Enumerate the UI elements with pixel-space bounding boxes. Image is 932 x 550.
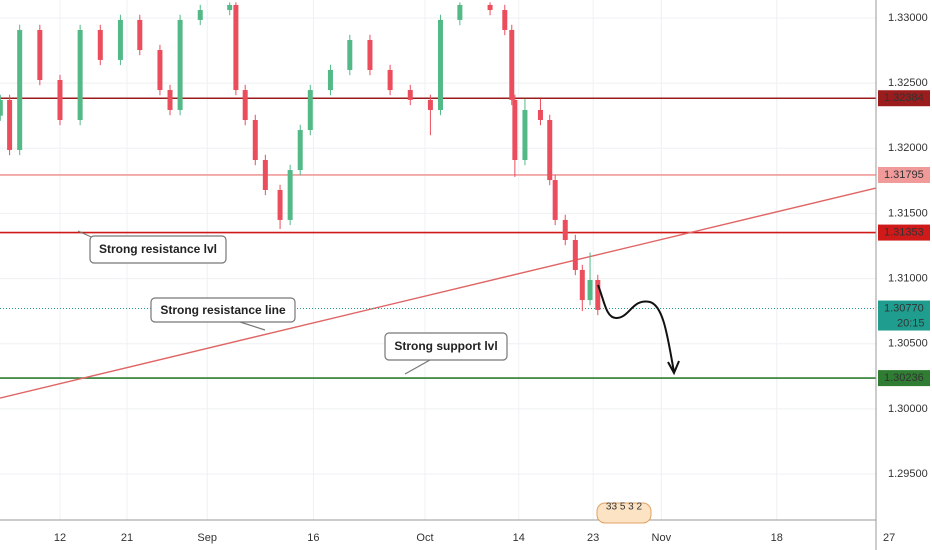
candle-body: [262, 160, 268, 190]
events-badge-box: [596, 502, 652, 524]
candle-body: [547, 120, 553, 181]
x-tick-label: 21: [121, 532, 133, 544]
y-tick-label: 1.31500: [888, 207, 928, 219]
countdown-label: 20:15: [897, 317, 925, 329]
axes: 1.33000 1.32500 1.32000 1.31500 1.31000 1.305…: [54, 12, 930, 544]
callout-box: [150, 297, 296, 323]
candle-body: [537, 109, 543, 120]
y-tick-label: 1.33000: [888, 12, 928, 24]
y-tick-label: 1.29500: [888, 468, 928, 480]
candle-body: [117, 19, 123, 60]
candle-body: [287, 170, 293, 220]
candle-body: [347, 40, 353, 70]
candle-body: [552, 180, 558, 220]
candle-body: [252, 120, 258, 160]
candle-body: [522, 109, 528, 160]
callout-text: Strong resistance line: [160, 303, 286, 317]
candle-body: [233, 4, 239, 91]
level-label-box: [878, 224, 930, 241]
callout-pointer: [404, 359, 431, 375]
candle-body: [509, 29, 515, 100]
x-tick-label: 27: [883, 532, 895, 544]
y-tick-label: 1.32500: [888, 77, 928, 89]
candle-body: [157, 50, 163, 91]
candle-body: [242, 90, 248, 120]
x-tick-label: 16: [307, 532, 319, 544]
level-label: 1.31353: [884, 226, 924, 238]
candle-body: [177, 19, 183, 110]
callout-pointer: [239, 321, 266, 331]
candle-body: [97, 29, 103, 60]
candle-body: [77, 29, 83, 121]
candle-body: [387, 69, 393, 91]
y-tick-label: 1.31000: [888, 272, 928, 284]
level-label-box: [878, 166, 930, 183]
level-label-box: [878, 90, 930, 107]
candle-body: [0, 99, 3, 116]
current-price-label: 1.30770: [884, 302, 924, 314]
callout: Strong support lvl: [384, 332, 508, 375]
candle-body: [457, 4, 463, 20]
callout-box: [89, 235, 227, 264]
candle-body: [277, 189, 283, 220]
callout-text: Strong support lvl: [394, 339, 497, 353]
candle-body: [327, 69, 333, 91]
candle-body: [37, 29, 43, 80]
candle-body: [57, 80, 63, 120]
candle-body: [167, 90, 173, 110]
x-tick-label: 12: [54, 532, 66, 544]
y-tick-label: 1.30000: [888, 403, 928, 415]
candle-body: [427, 99, 433, 110]
candle-body: [595, 280, 601, 310]
candle-body: [572, 240, 578, 270]
candle-body: [227, 4, 233, 11]
candle-body: [502, 10, 508, 30]
trend-line: [0, 187, 877, 399]
candle-body: [407, 90, 413, 100]
level-label-box: [878, 370, 930, 387]
candle-body: [579, 269, 585, 301]
level-label: 1.32384: [884, 92, 924, 104]
x-tick-label: Sep: [197, 532, 217, 544]
candle-body: [487, 4, 493, 11]
candle-body: [17, 29, 23, 150]
callout: Strong resistance lvl: [77, 230, 227, 264]
candle-body: [512, 99, 518, 160]
candle-body: [197, 10, 203, 20]
callout-box: [384, 332, 508, 361]
candles: [0, 2, 601, 316]
candle-body: [367, 40, 373, 70]
candle-body: [297, 130, 303, 171]
events-badge-text: 33 5 3 2: [606, 502, 643, 513]
x-tick-label: 18: [771, 532, 783, 544]
candle-body: [307, 90, 313, 131]
projection-curve: [597, 284, 675, 373]
candle-body: [137, 19, 143, 51]
candle-body: [437, 19, 443, 110]
x-tick-label: Nov: [652, 532, 672, 544]
callout-text: Strong resistance lvl: [99, 242, 217, 256]
level-label: 1.30236: [884, 372, 924, 384]
projection-arrow: [667, 360, 680, 376]
candle-body: [562, 219, 568, 240]
callout: Strong resistance line: [150, 297, 296, 331]
x-tick-label: 23: [587, 532, 599, 544]
candle-body: [587, 280, 593, 301]
events-badge: 33 5 3 2: [596, 502, 652, 524]
y-tick-label: 1.32000: [888, 142, 928, 154]
y-tick-label: 1.30500: [888, 338, 928, 350]
x-tick-label: 14: [513, 532, 525, 544]
x-tick-label: Oct: [416, 532, 433, 544]
candle-body: [7, 99, 13, 150]
current-price-box: [878, 300, 930, 331]
level-label: 1.31795: [884, 169, 924, 181]
